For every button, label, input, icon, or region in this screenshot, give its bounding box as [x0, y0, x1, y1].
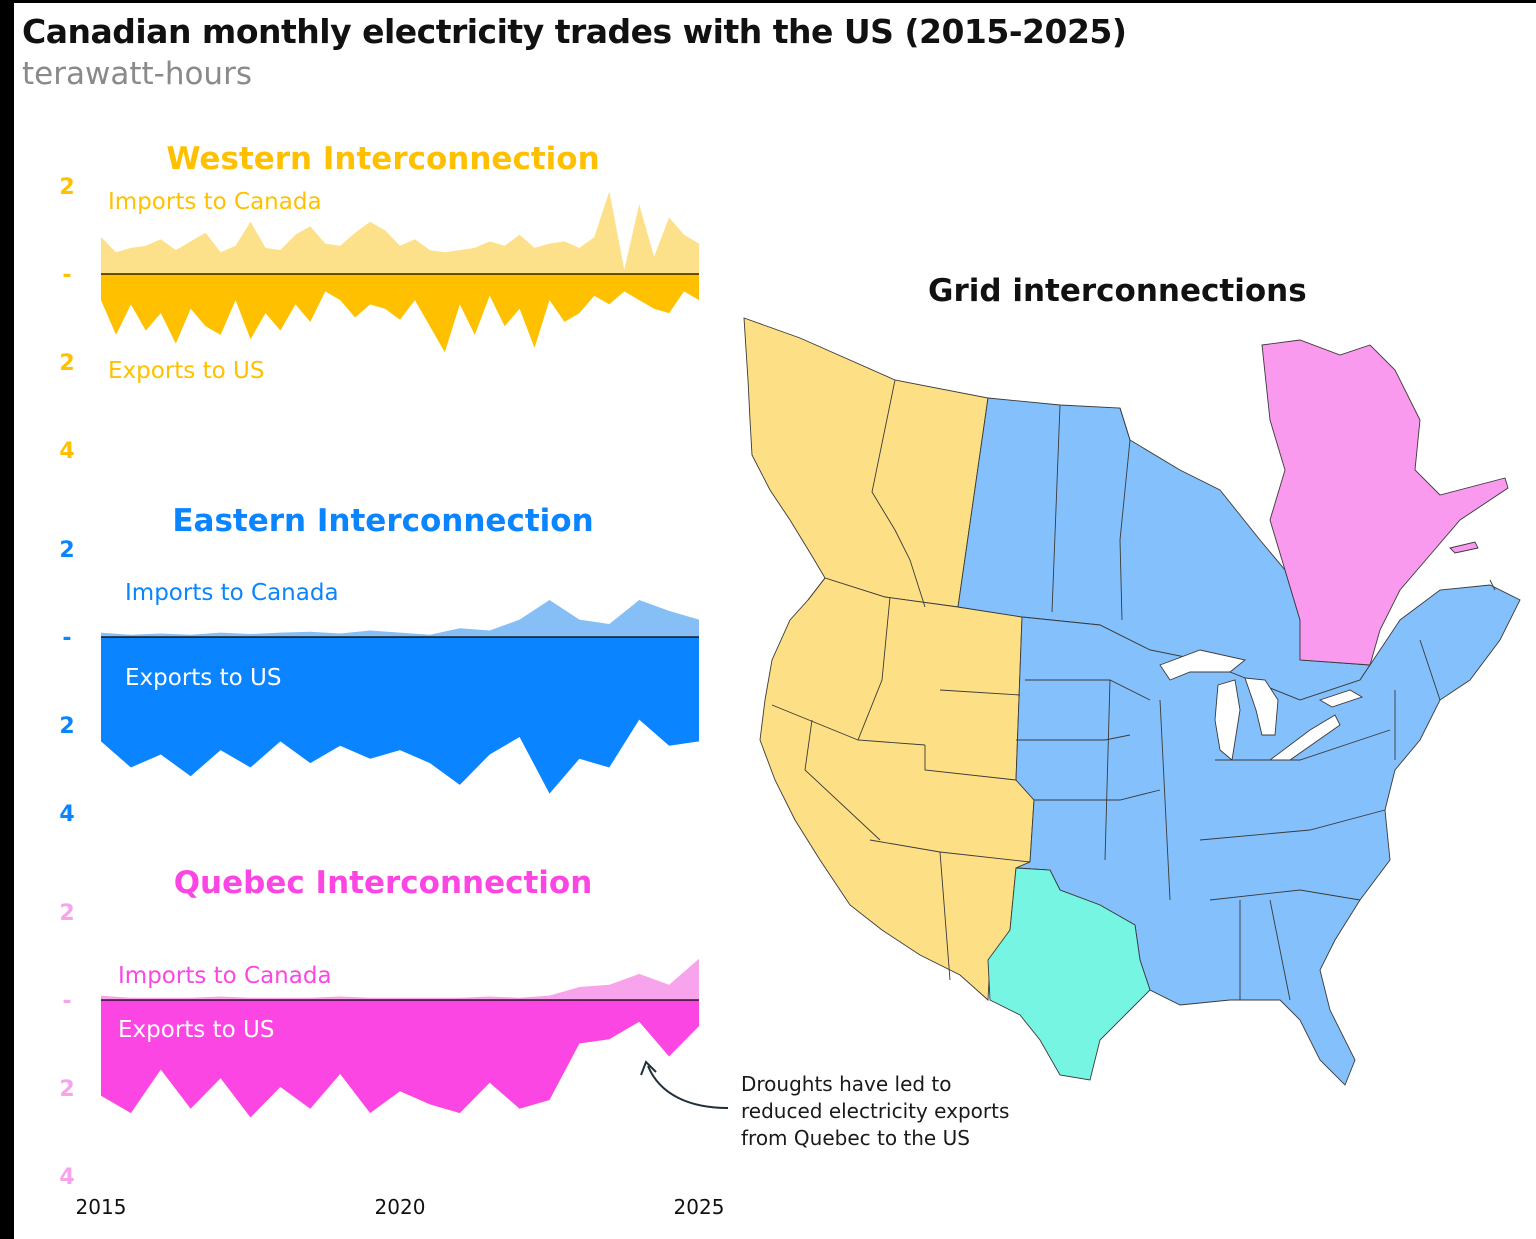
map-region-texas: [987, 867, 1151, 1081]
y-tick-label: 2: [59, 175, 74, 200]
annotation-line: reduced electricity exports: [741, 1099, 1010, 1123]
x-tick-label: 2020: [375, 1195, 426, 1219]
panel-title: Quebec Interconnection: [174, 865, 593, 901]
annotation-line: from Quebec to the US: [741, 1126, 970, 1150]
x-tick-label: 2015: [76, 1195, 127, 1219]
chart-subtitle: terawatt-hours: [22, 56, 252, 92]
y-tick-label: 2: [59, 714, 74, 739]
y-tick-label: 2: [59, 538, 74, 563]
imports-label: Imports to Canada: [125, 580, 339, 606]
x-tick-label: 2025: [674, 1195, 725, 1219]
imports-area: [101, 191, 699, 274]
y-tick-label: 4: [59, 802, 74, 827]
frame-left: [0, 0, 14, 1239]
charts-panel: Western Interconnection 2 - 2 4 Imports to Ca…: [59, 141, 725, 1219]
y-tick-label: 2: [59, 901, 74, 926]
exports-label: Exports to US: [108, 358, 264, 384]
imports-label: Imports to Canada: [118, 963, 332, 989]
y-tick-label: 2: [59, 351, 74, 376]
frame-top: [0, 0, 1536, 3]
annotation-line: Droughts have led to: [741, 1072, 952, 1096]
map-anticosti-island: [1449, 541, 1479, 554]
exports-label: Exports to US: [125, 665, 281, 691]
imports-area: [101, 600, 699, 637]
y-tick-label: -: [62, 626, 71, 651]
chart-title: Canadian monthly electricity trades with…: [22, 12, 1127, 51]
exports-area: [101, 637, 699, 794]
map-great-lakes: [1159, 649, 1364, 761]
imports-area: [101, 958, 699, 1000]
map-newfoundland-coast: [1489, 579, 1496, 591]
imports-label: Imports to Canada: [108, 189, 322, 215]
exports-label: Exports to US: [118, 1017, 274, 1043]
y-tick-label: 4: [59, 1165, 74, 1190]
map-region-quebec: [1261, 339, 1509, 666]
y-tick-label: -: [62, 263, 71, 288]
annotation-text: Droughts have led to reduced electricity…: [741, 1071, 1009, 1152]
panel-title: Eastern Interconnection: [172, 503, 593, 539]
exports-area: [101, 1000, 699, 1118]
y-tick-label: -: [62, 989, 71, 1014]
y-tick-label: 2: [59, 1077, 74, 1102]
y-tick-label: 4: [59, 439, 74, 464]
map-state-borders: [771, 379, 1441, 1001]
exports-area: [101, 274, 699, 353]
panel-title: Western Interconnection: [166, 141, 599, 177]
map-region-western-canada: [743, 317, 989, 608]
map-title: Grid interconnections: [928, 273, 1307, 309]
